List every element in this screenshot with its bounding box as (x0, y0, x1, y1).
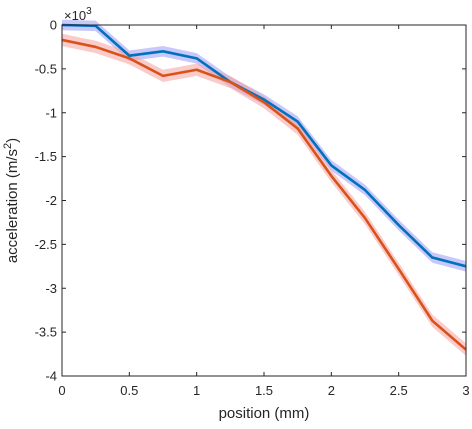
y-tick-label: -3 (45, 281, 57, 296)
y-tick-label: -2 (45, 193, 57, 208)
x-axis-label: position (mm) (219, 405, 310, 422)
series-1-line (61, 23, 467, 268)
y-tick-label: -3.5 (35, 325, 57, 340)
series-lines (61, 23, 467, 351)
y-tick-label: -0.5 (35, 61, 57, 76)
y-tick-label: 0 (50, 18, 57, 33)
series-2-line (61, 38, 467, 351)
y-axis-exponent-power: 3 (86, 6, 92, 17)
y-axis-exponent-prefix: ×10 (64, 8, 86, 23)
x-tick-label: 2.5 (390, 383, 408, 398)
x-axis-ticks: 0 0.5 1 1.5 2 2.5 3 (58, 25, 470, 398)
y-axis-label-base: acceleration (m/s (4, 149, 21, 263)
x-tick-label: 0.5 (120, 383, 138, 398)
y-axis-ticks: 0 -0.5 -1 -1.5 -2 -2.5 -3 -3.5 -4 (35, 18, 466, 384)
y-tick-label: -4 (45, 369, 57, 384)
x-tick-label: 3 (462, 383, 469, 398)
series-1-band (62, 19, 466, 272)
y-axis-exponent: ×103 (64, 6, 92, 23)
y-tick-label: -2.5 (35, 237, 57, 252)
y-tick-label: -1 (45, 105, 57, 120)
x-tick-label: 1.5 (255, 383, 273, 398)
y-tick-label: -1.5 (35, 149, 57, 164)
x-tick-label: 0 (58, 383, 65, 398)
x-tick-label: 2 (328, 383, 335, 398)
y-axis-label-close: ) (4, 138, 21, 143)
y-axis-label: acceleration (m/s2) (2, 138, 21, 263)
x-tick-label: 1 (193, 383, 200, 398)
y-axis-label-power: 2 (2, 143, 14, 149)
